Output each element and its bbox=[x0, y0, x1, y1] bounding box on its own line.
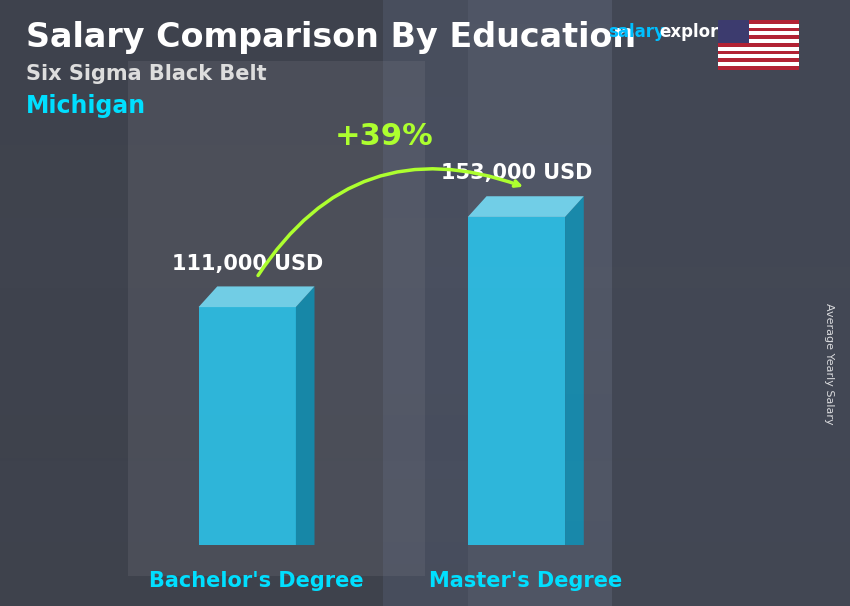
Bar bbox=[718, 28, 799, 32]
Bar bbox=[718, 24, 799, 28]
Bar bbox=[0, 0, 850, 24]
Polygon shape bbox=[199, 307, 296, 545]
Bar bbox=[718, 35, 799, 39]
Text: explorer: explorer bbox=[659, 23, 738, 41]
Text: .com: .com bbox=[718, 23, 763, 41]
Polygon shape bbox=[468, 217, 565, 545]
Bar bbox=[0, 242, 850, 267]
Bar bbox=[0, 461, 850, 485]
Polygon shape bbox=[468, 196, 584, 217]
Bar bbox=[0, 330, 850, 351]
Bar bbox=[0, 145, 850, 170]
Bar bbox=[0, 458, 850, 479]
Text: salary: salary bbox=[608, 23, 665, 41]
Bar bbox=[0, 415, 850, 436]
Bar bbox=[0, 500, 850, 521]
Bar bbox=[0, 585, 850, 606]
Polygon shape bbox=[296, 287, 314, 545]
Bar bbox=[128, 61, 425, 576]
Bar bbox=[0, 436, 850, 458]
Bar bbox=[718, 43, 799, 47]
Bar bbox=[0, 388, 850, 412]
Bar bbox=[718, 58, 799, 62]
Bar bbox=[0, 412, 850, 436]
Bar bbox=[0, 394, 850, 415]
Bar bbox=[0, 218, 850, 242]
Bar bbox=[0, 48, 850, 73]
Bar bbox=[0, 521, 850, 542]
Bar bbox=[0, 315, 850, 339]
Bar bbox=[0, 97, 850, 121]
Bar bbox=[0, 479, 850, 500]
Bar bbox=[0, 373, 850, 394]
Bar bbox=[718, 39, 799, 43]
Bar bbox=[468, 0, 850, 606]
Bar bbox=[0, 0, 382, 606]
Bar bbox=[718, 32, 799, 35]
Bar bbox=[0, 170, 850, 194]
Bar bbox=[0, 309, 850, 330]
Bar bbox=[612, 0, 850, 606]
Text: Salary Comparison By Education: Salary Comparison By Education bbox=[26, 21, 636, 54]
Bar bbox=[0, 73, 850, 97]
Bar bbox=[718, 50, 799, 55]
Bar bbox=[0, 288, 850, 309]
Text: Bachelor's Degree: Bachelor's Degree bbox=[150, 571, 364, 591]
Bar bbox=[0, 351, 850, 373]
Text: 111,000 USD: 111,000 USD bbox=[172, 253, 323, 273]
Bar bbox=[0, 24, 850, 48]
Bar bbox=[0, 564, 850, 585]
Bar bbox=[0, 121, 850, 145]
Bar bbox=[0, 291, 850, 315]
Polygon shape bbox=[565, 196, 584, 545]
Text: Master's Degree: Master's Degree bbox=[429, 571, 622, 591]
Bar bbox=[0, 267, 850, 291]
Bar bbox=[0, 436, 850, 461]
Bar bbox=[0, 542, 850, 564]
Bar bbox=[718, 47, 799, 50]
Polygon shape bbox=[199, 287, 314, 307]
Text: Michigan: Michigan bbox=[26, 94, 145, 118]
Bar bbox=[0, 364, 850, 388]
Text: +39%: +39% bbox=[334, 122, 433, 151]
Text: Average Yearly Salary: Average Yearly Salary bbox=[824, 303, 834, 424]
Text: 153,000 USD: 153,000 USD bbox=[441, 164, 592, 184]
Bar bbox=[718, 55, 799, 58]
Bar bbox=[0, 339, 850, 364]
Bar bbox=[718, 66, 799, 70]
Bar bbox=[0, 194, 850, 218]
Bar bbox=[718, 62, 799, 66]
Bar bbox=[718, 20, 799, 24]
Text: Six Sigma Black Belt: Six Sigma Black Belt bbox=[26, 64, 266, 84]
Bar bbox=[718, 20, 749, 43]
